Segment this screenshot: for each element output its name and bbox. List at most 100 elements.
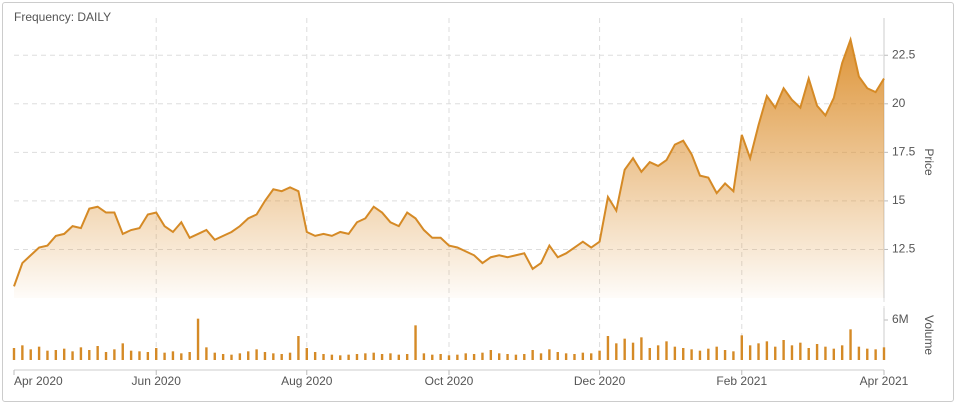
y-axis-label: Price — [922, 148, 936, 176]
volume-bar — [431, 354, 434, 360]
volume-bar — [129, 350, 133, 360]
x-tick-label: Feb 2021 — [716, 374, 767, 388]
x-tick-label: Oct 2020 — [425, 374, 474, 388]
y-tick-label: 20 — [892, 96, 906, 110]
volume-bar — [155, 348, 158, 360]
y-tick-label: 12.5 — [892, 242, 916, 256]
volume-bar — [732, 351, 735, 360]
y-tick-label: 15 — [892, 193, 906, 207]
volume-bar — [29, 349, 32, 360]
volume-bar — [113, 349, 116, 360]
volume-bar — [96, 346, 99, 360]
chart-frame — [2, 2, 954, 402]
volume-bar — [196, 318, 200, 360]
volume-bar — [255, 349, 258, 360]
volume-bar — [247, 351, 250, 360]
volume-bar — [439, 354, 442, 360]
volume-bar — [238, 353, 242, 360]
x-tick-label: Apr 2021 — [860, 374, 909, 388]
volume-bar — [12, 348, 16, 360]
volume-bar — [54, 350, 58, 360]
volume-bar — [648, 348, 651, 360]
volume-bar — [874, 349, 877, 360]
volume-bar — [757, 343, 760, 360]
volume-bar — [21, 345, 24, 360]
volume-bar — [506, 354, 509, 360]
volume-bar — [364, 353, 367, 360]
price-line — [13, 36, 885, 287]
volume-bar — [263, 352, 267, 360]
volume-bar — [774, 346, 777, 360]
volume-bar — [564, 353, 568, 360]
volume-bar — [556, 352, 559, 360]
x-tick-label: Dec 2020 — [574, 374, 626, 388]
volume-bar — [849, 329, 852, 360]
volume-bar — [615, 343, 618, 360]
volume-bar — [882, 347, 886, 360]
y-tick-label: 22.5 — [892, 47, 916, 61]
volume-bar — [372, 352, 375, 360]
volume-bar — [62, 348, 66, 360]
volume-bar — [288, 352, 292, 360]
volume-bar — [339, 355, 342, 360]
volume-bar — [523, 354, 526, 360]
volume-bar — [824, 346, 827, 360]
volume-bar — [656, 345, 660, 360]
volume-bar — [640, 337, 643, 360]
volume-bar — [497, 353, 501, 360]
volume-bar — [456, 354, 459, 360]
volume-bar — [171, 351, 175, 360]
volume-bar — [79, 347, 83, 360]
volume-bar — [531, 350, 534, 360]
volume-bar — [146, 352, 150, 360]
volume-bar — [405, 354, 409, 360]
volume-bar — [723, 350, 727, 360]
volume-bar — [690, 349, 693, 360]
volume-bar — [832, 348, 836, 360]
x-tick-label: Apr 2020 — [14, 374, 63, 388]
volume-bar — [121, 343, 124, 360]
x-tick-label: Aug 2020 — [281, 374, 333, 388]
y2-tick-label: 6M — [892, 312, 909, 326]
volume-bar — [715, 346, 718, 360]
volume-bar — [840, 345, 844, 360]
volume-bar — [866, 348, 869, 360]
volume-bar — [272, 353, 275, 360]
volume-bar — [573, 354, 576, 360]
volume-bar — [765, 341, 769, 360]
volume-bar — [489, 350, 493, 360]
y2-axis-label: Volume — [922, 315, 936, 355]
volume-bar — [539, 353, 543, 360]
volume-bar — [799, 342, 802, 360]
volume-bar — [682, 348, 685, 360]
volume-bar — [673, 346, 677, 360]
volume-bar — [389, 353, 392, 360]
volume-bar — [857, 346, 861, 360]
volume-bar — [313, 352, 317, 360]
volume-bar — [163, 352, 166, 360]
volume-bar — [606, 336, 610, 360]
volume-bar — [104, 352, 108, 360]
volume-bar — [782, 340, 785, 360]
volume-bar — [280, 354, 283, 360]
volume-bar — [180, 353, 183, 360]
volume-bar — [464, 353, 467, 360]
volume-bar — [698, 350, 702, 360]
x-tick-label: Jun 2020 — [132, 374, 182, 388]
volume-bar — [815, 344, 819, 360]
volume-bar — [548, 349, 551, 360]
volume-bar — [598, 350, 601, 360]
volume-bar — [481, 352, 484, 360]
y-tick-label: 17.5 — [892, 145, 916, 159]
volume-bar — [37, 346, 41, 360]
volume-bar — [297, 336, 300, 360]
volume-bar — [46, 350, 49, 360]
volume-bar — [213, 352, 216, 360]
volume-bar — [330, 354, 334, 360]
volume-bar — [514, 354, 518, 360]
volume-bar — [205, 347, 208, 360]
volume-bar — [322, 354, 325, 360]
volume-bar — [305, 348, 308, 360]
volume-bar — [380, 354, 384, 360]
